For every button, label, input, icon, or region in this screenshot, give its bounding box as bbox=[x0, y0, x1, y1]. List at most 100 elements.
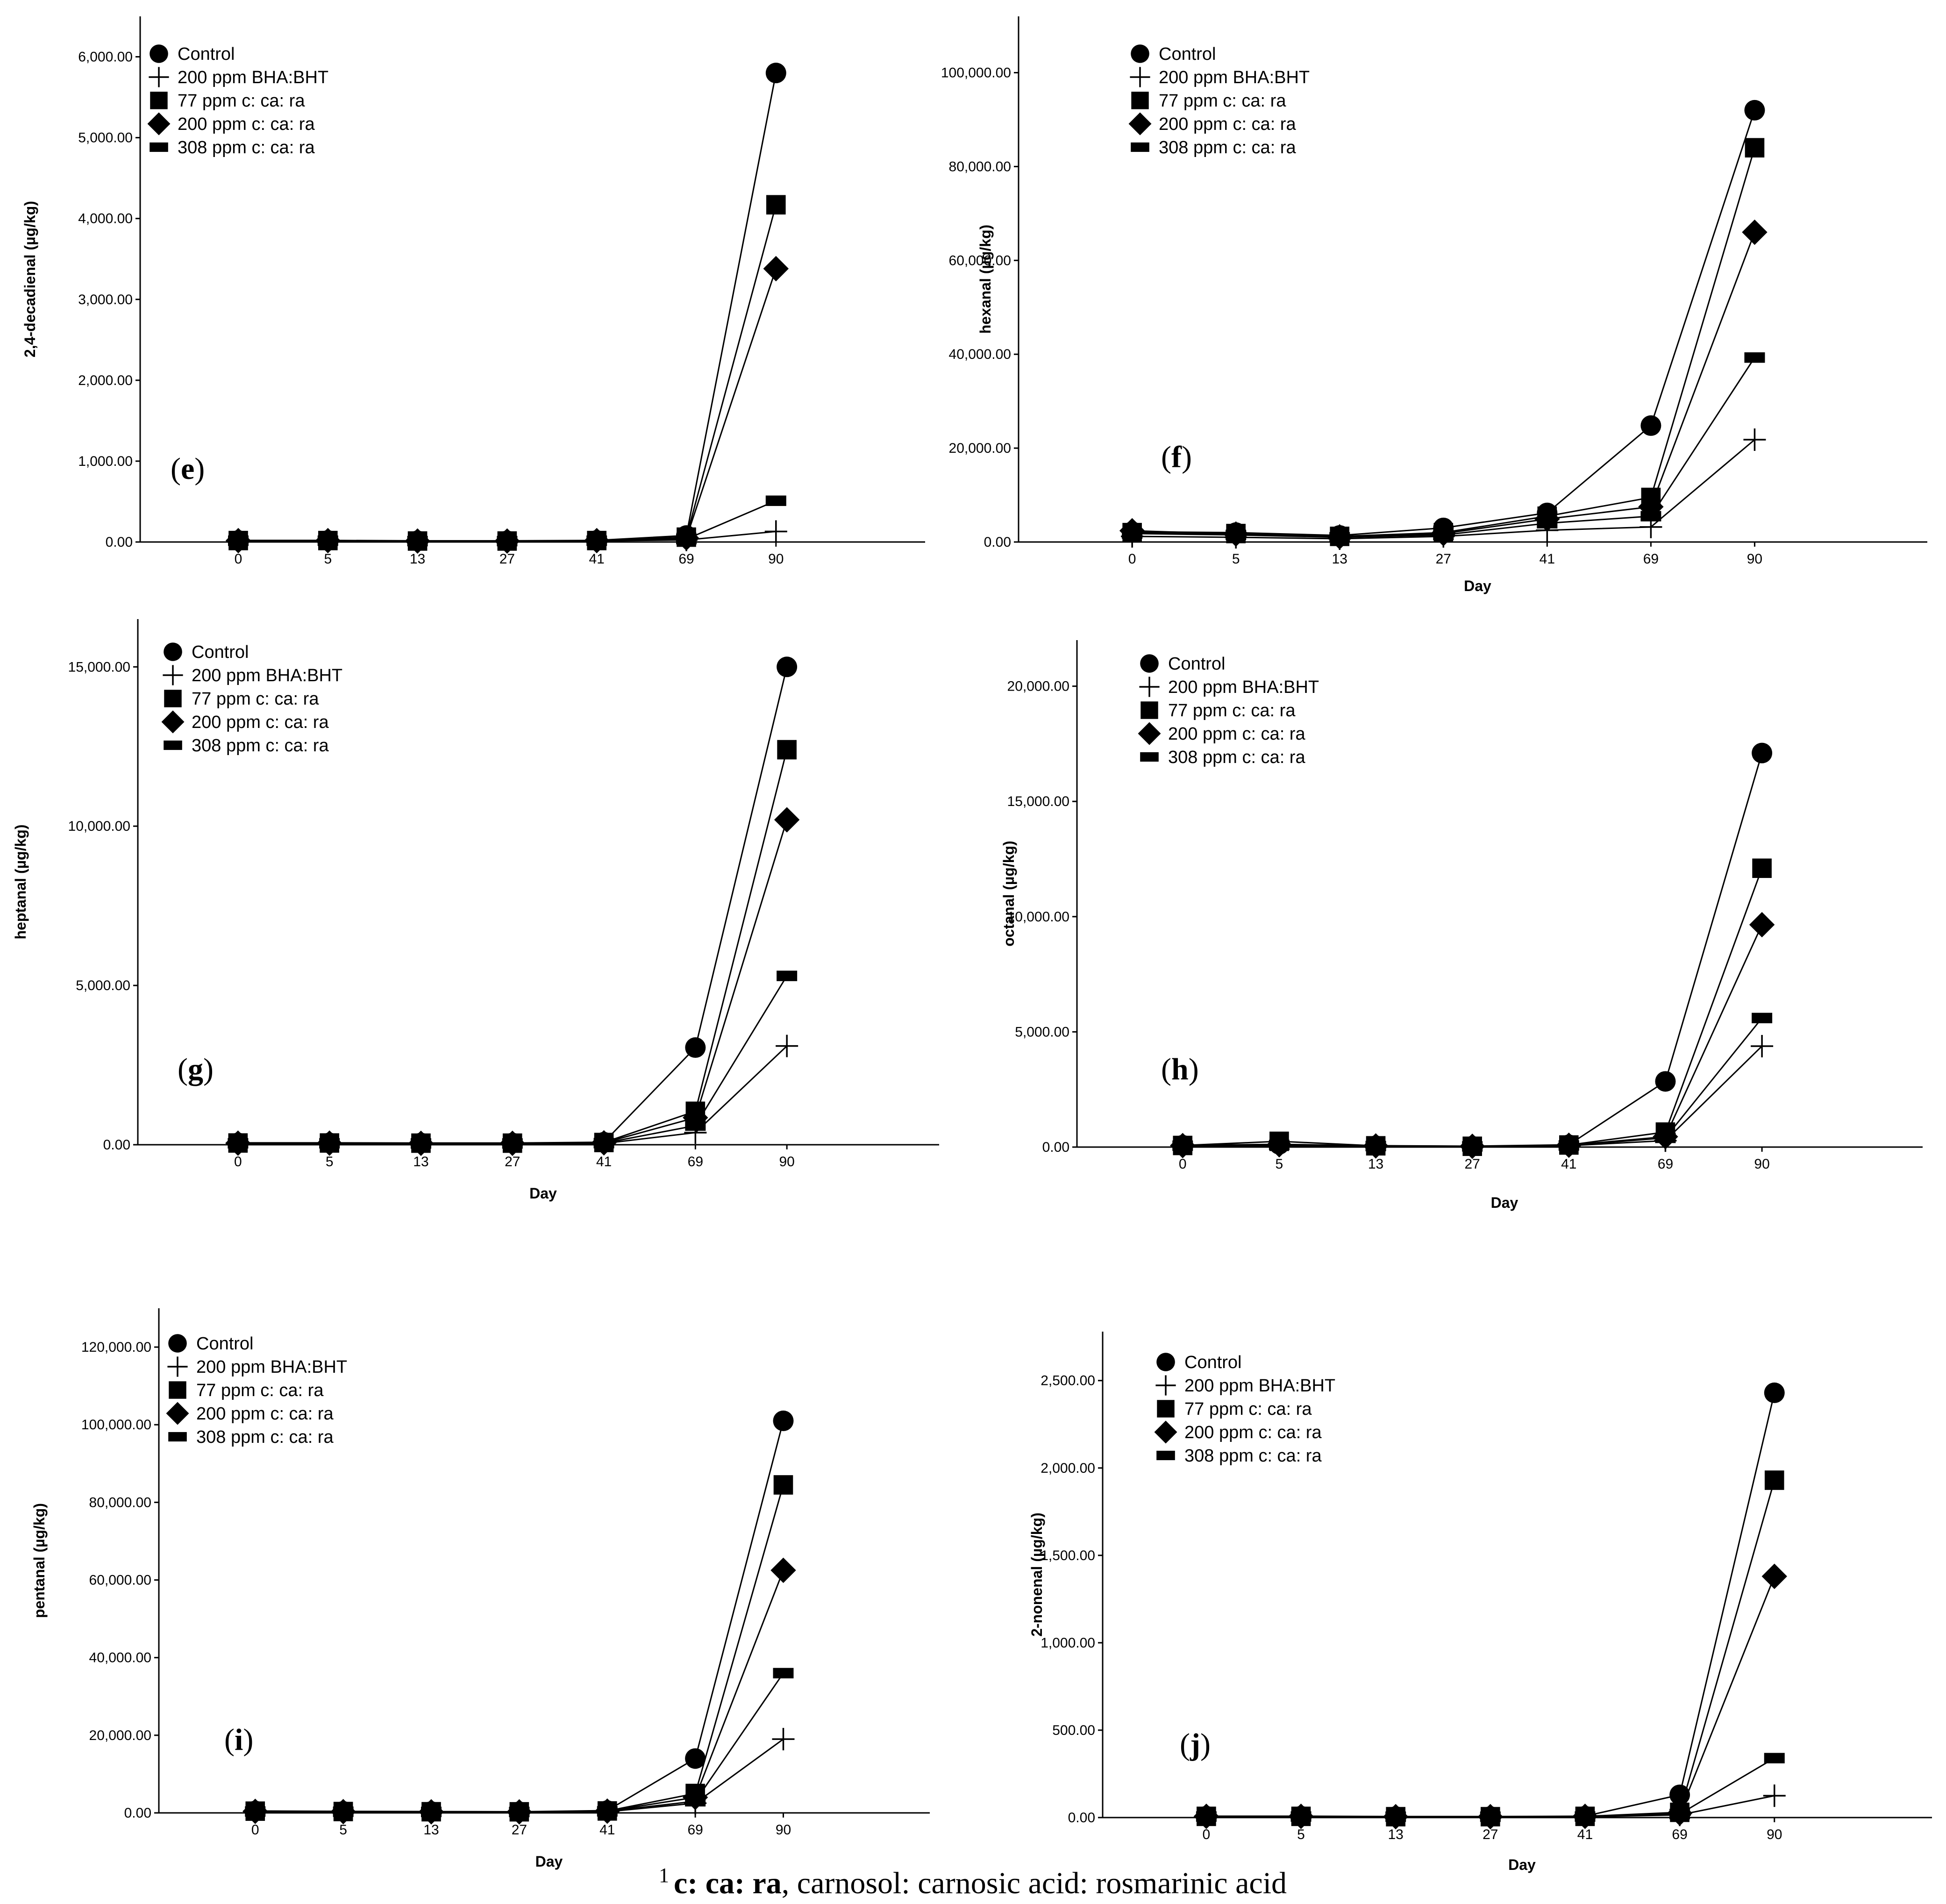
panel-label: (g) bbox=[178, 1052, 214, 1086]
y-tick-label: 2,000.00 bbox=[1041, 1461, 1095, 1476]
y-tick-label: 10,000.00 bbox=[1007, 909, 1069, 925]
data-point bbox=[770, 1557, 796, 1583]
data-point bbox=[764, 520, 787, 543]
data-point bbox=[1640, 415, 1661, 436]
data-point bbox=[1537, 518, 1558, 529]
legend-marker bbox=[1139, 677, 1160, 697]
data-point bbox=[1558, 1140, 1579, 1151]
chart-panels: 0.00 1,000.00 2,000.00 3,000.00 4,000.00 5,00… bbox=[12, 16, 1932, 1873]
data-point bbox=[1761, 1563, 1787, 1589]
legend-marker bbox=[1128, 112, 1152, 135]
series-line bbox=[1132, 232, 1755, 538]
data-point bbox=[1763, 1784, 1786, 1807]
data-point bbox=[1764, 1470, 1784, 1490]
x-tick-label: 5 bbox=[1276, 1156, 1283, 1172]
y-tick-label: 500.00 bbox=[1052, 1723, 1095, 1738]
x-tick-label: 69 bbox=[687, 1822, 703, 1838]
legend-label: 308 ppm c: ca: ra bbox=[1184, 1446, 1322, 1466]
data-point bbox=[1269, 1140, 1290, 1150]
data-point bbox=[1764, 1753, 1785, 1764]
y-tick-label: 0.00 bbox=[1042, 1140, 1069, 1155]
data-point bbox=[1752, 858, 1772, 878]
data-point bbox=[777, 740, 797, 760]
x-axis-title: Day bbox=[1464, 578, 1491, 594]
y-tick-label: 1,000.00 bbox=[1041, 1635, 1095, 1651]
data-point bbox=[1365, 1141, 1386, 1151]
x-tick-label: 0 bbox=[1179, 1156, 1187, 1172]
data-point bbox=[1749, 912, 1775, 938]
y-axis-title: octanal (µg/kg) bbox=[1000, 841, 1017, 946]
data-point bbox=[586, 535, 607, 546]
series-line bbox=[1183, 868, 1763, 1147]
chart-panel: 0.00 1,000.00 2,000.00 3,000.00 4,000.00 5,00… bbox=[21, 16, 925, 567]
data-point bbox=[773, 1668, 794, 1679]
x-tick-label: 5 bbox=[324, 551, 332, 567]
legend-marker bbox=[163, 665, 183, 685]
data-point bbox=[1752, 742, 1773, 763]
legend-marker bbox=[150, 142, 168, 152]
legend-marker bbox=[1130, 67, 1150, 87]
data-point bbox=[676, 534, 697, 545]
data-point bbox=[228, 535, 249, 546]
legend-marker bbox=[1155, 1375, 1176, 1396]
x-tick-label: 41 bbox=[596, 1154, 612, 1169]
x-tick-label: 5 bbox=[1232, 551, 1240, 567]
x-axis-title: Day bbox=[1508, 1856, 1536, 1873]
data-point bbox=[509, 1806, 530, 1818]
legend-label: 200 ppm BHA:BHT bbox=[1168, 677, 1319, 697]
legend-marker bbox=[164, 642, 182, 661]
legend-marker bbox=[169, 1381, 186, 1399]
data-point bbox=[1752, 1013, 1773, 1024]
y-axis-title: 2-nonenal (µg/kg) bbox=[1028, 1512, 1045, 1637]
legend-label: 77 ppm c: ca: ra bbox=[1184, 1399, 1312, 1419]
y-tick-label: 4,000.00 bbox=[78, 211, 133, 227]
data-point bbox=[1122, 528, 1143, 539]
data-point bbox=[421, 1806, 442, 1818]
y-tick-label: 100,000.00 bbox=[941, 65, 1011, 81]
legend-marker bbox=[166, 1402, 189, 1425]
x-tick-label: 5 bbox=[326, 1154, 334, 1169]
x-axis-title: Day bbox=[1491, 1194, 1518, 1211]
data-point bbox=[333, 1806, 354, 1817]
legend-label: 77 ppm c: ca: ra bbox=[1159, 91, 1286, 111]
data-point bbox=[1764, 1382, 1785, 1403]
data-point bbox=[228, 1138, 249, 1149]
y-tick-label: 60,000.00 bbox=[89, 1573, 151, 1588]
legend-marker bbox=[161, 710, 185, 734]
x-tick-label: 13 bbox=[410, 551, 425, 567]
y-tick-label: 15,000.00 bbox=[68, 659, 130, 675]
data-point bbox=[1745, 138, 1765, 158]
legend: Control 200 ppm BHA:BHT 77 ppm c: ca: ra 20… bbox=[166, 1334, 347, 1447]
series-line bbox=[1183, 924, 1763, 1147]
panel-label: (f) bbox=[1161, 440, 1192, 474]
legend-label: Control bbox=[1184, 1353, 1242, 1372]
data-point bbox=[685, 1120, 706, 1131]
data-point bbox=[1669, 1784, 1690, 1805]
data-point bbox=[317, 535, 338, 546]
y-tick-label: 6,000.00 bbox=[78, 50, 133, 65]
y-tick-label: 0.00 bbox=[1068, 1810, 1095, 1826]
data-point bbox=[772, 1728, 795, 1751]
chart-panel: 0.00 5,000.00 10,000.00 15,000.00 20,000.00 0… bbox=[1000, 640, 1923, 1211]
data-point bbox=[502, 1138, 523, 1149]
y-tick-label: 0.00 bbox=[984, 535, 1011, 550]
legend-marker bbox=[168, 1432, 187, 1442]
data-point bbox=[1640, 511, 1661, 521]
footnote-superscript: 1 bbox=[659, 1864, 669, 1887]
legend-label: Control bbox=[178, 44, 235, 64]
legend: Control 200 ppm BHA:BHT 77 ppm c: ca: ra 20… bbox=[161, 642, 342, 756]
x-tick-label: 27 bbox=[1483, 1827, 1498, 1842]
x-tick-label: 13 bbox=[423, 1822, 439, 1838]
y-tick-label: 100,000.00 bbox=[81, 1417, 151, 1433]
legend-label: 308 ppm c: ca: ra bbox=[1168, 748, 1305, 767]
x-tick-label: 69 bbox=[1672, 1827, 1687, 1842]
data-point bbox=[497, 535, 518, 547]
series-line bbox=[255, 1570, 784, 1813]
data-point bbox=[1669, 1809, 1690, 1819]
chart-panel: 0.00 500.00 1,000.00 1,500.00 2,000.00 2,500.… bbox=[1028, 1332, 1932, 1873]
series-line bbox=[238, 72, 777, 542]
legend-marker bbox=[168, 1334, 187, 1353]
x-tick-label: 13 bbox=[1332, 551, 1347, 567]
legend-marker bbox=[1140, 752, 1159, 762]
legend-label: 200 ppm BHA:BHT bbox=[192, 666, 342, 685]
